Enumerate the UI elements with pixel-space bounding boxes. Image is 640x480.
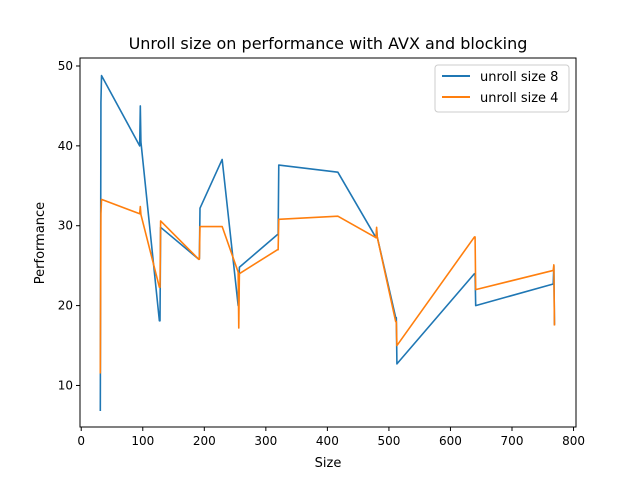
x-tick-label: 100 — [131, 434, 154, 448]
legend-label-unroll-size-8: unroll size 8 — [480, 70, 558, 85]
x-tick-label: 200 — [193, 434, 216, 448]
y-tick-label: 20 — [58, 299, 73, 313]
series-line-unroll-size-4 — [99, 198, 556, 374]
legend: unroll size 8 unroll size 4 — [434, 64, 570, 113]
x-axis-label: Size — [315, 456, 342, 471]
x-tick-label: 600 — [439, 434, 462, 448]
y-axis-ticks: 10 20 30 40 50 — [58, 59, 80, 392]
x-tick-label: 400 — [316, 434, 339, 448]
y-axis-label: Performance — [33, 202, 48, 284]
x-tick-label: 500 — [377, 434, 400, 448]
y-tick-label: 50 — [58, 59, 73, 73]
y-tick-label: 30 — [58, 219, 73, 233]
x-tick-label: 800 — [562, 434, 585, 448]
legend-label-unroll-size-4: unroll size 4 — [480, 91, 558, 106]
series-layer — [99, 74, 556, 412]
y-tick-label: 10 — [58, 378, 73, 392]
x-tick-label: 300 — [254, 434, 277, 448]
x-tick-label: 700 — [501, 434, 524, 448]
y-tick-label: 40 — [58, 139, 73, 153]
chart-title: Unroll size on performance with AVX and … — [129, 34, 528, 53]
plot-frame — [79, 57, 577, 428]
series-line-unroll-size-8 — [99, 74, 556, 412]
x-tick-label: 0 — [77, 434, 85, 448]
x-axis-ticks: 0 100 200 300 400 500 600 700 800 — [77, 427, 585, 448]
